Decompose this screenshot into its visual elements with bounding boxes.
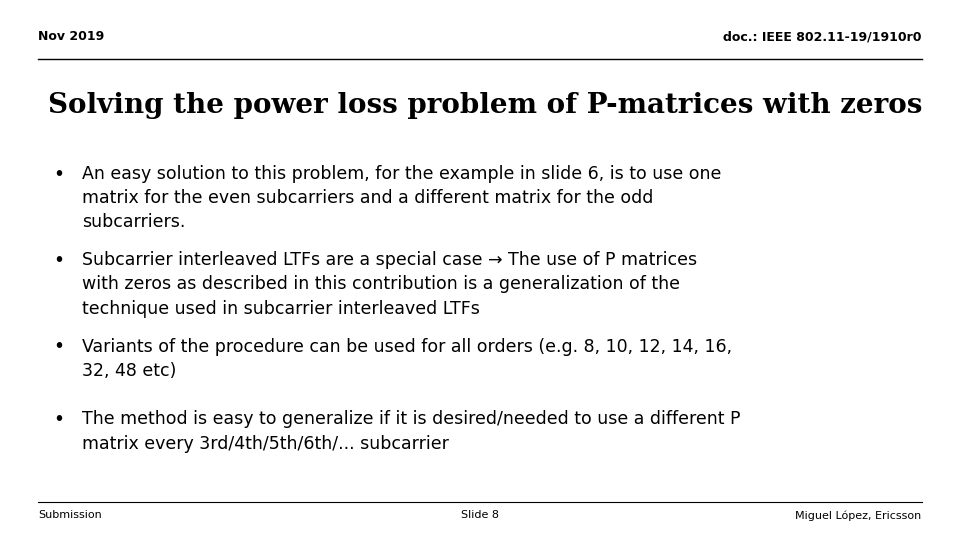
Text: The method is easy to generalize if it is desired/needed to use a different P
ma: The method is easy to generalize if it i… xyxy=(82,410,740,453)
Text: •: • xyxy=(53,338,64,356)
Text: Submission: Submission xyxy=(38,510,102,521)
Text: Miguel López, Ericsson: Miguel López, Ericsson xyxy=(795,510,922,521)
Text: •: • xyxy=(53,251,64,270)
Text: Nov 2019: Nov 2019 xyxy=(38,30,105,43)
Text: •: • xyxy=(53,165,64,184)
Text: Slide 8: Slide 8 xyxy=(461,510,499,521)
Text: Variants of the procedure can be used for all orders (e.g. 8, 10, 12, 14, 16,
32: Variants of the procedure can be used fo… xyxy=(82,338,732,380)
Text: An easy solution to this problem, for the example in slide 6, is to use one
matr: An easy solution to this problem, for th… xyxy=(82,165,721,231)
Text: •: • xyxy=(53,410,64,429)
Text: Subcarrier interleaved LTFs are a special case → The use of P matrices
with zero: Subcarrier interleaved LTFs are a specia… xyxy=(82,251,697,318)
Text: Solving the power loss problem of P-matrices with zeros: Solving the power loss problem of P-matr… xyxy=(48,92,923,119)
Text: doc.: IEEE 802.11-19/1910r0: doc.: IEEE 802.11-19/1910r0 xyxy=(723,30,922,43)
